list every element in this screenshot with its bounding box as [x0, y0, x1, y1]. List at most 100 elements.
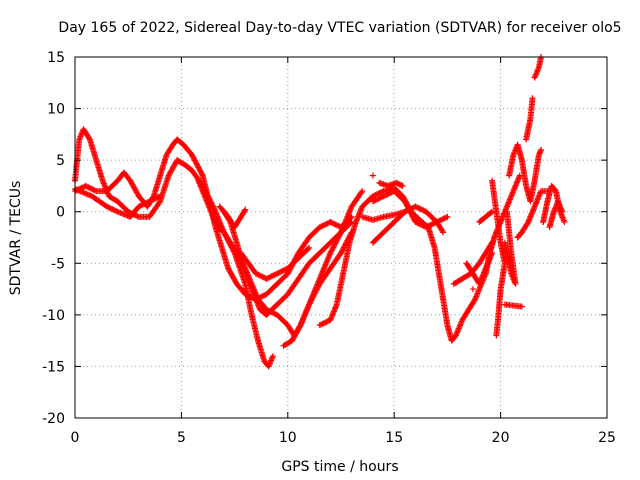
data-point	[320, 222, 327, 229]
chart-marks	[72, 54, 568, 370]
data-point	[377, 189, 384, 196]
data-point	[405, 206, 412, 213]
data-point	[404, 207, 411, 214]
series-arc-13	[369, 203, 447, 246]
data-point	[275, 269, 282, 276]
data-point	[318, 321, 325, 328]
data-point	[419, 222, 426, 229]
data-point	[372, 197, 379, 204]
data-point	[270, 272, 277, 279]
series-arc-3	[72, 186, 164, 220]
y-tick-label: -5	[51, 256, 65, 272]
data-point	[252, 270, 259, 277]
series-arc-23	[546, 198, 566, 231]
data-point	[331, 220, 338, 227]
data-point	[260, 292, 267, 299]
data-point	[373, 196, 380, 203]
data-point	[415, 204, 422, 211]
data-point	[263, 306, 270, 313]
x-axis: 0 5 10 15 20 25	[71, 57, 616, 446]
data-point	[89, 186, 96, 193]
data-point	[135, 203, 142, 210]
data-point	[423, 224, 430, 231]
data-point	[145, 199, 152, 206]
data-point	[259, 273, 266, 280]
data-point	[334, 222, 341, 229]
data-point	[425, 222, 432, 229]
data-point	[529, 95, 536, 102]
data-point	[319, 222, 326, 229]
data-point	[268, 273, 275, 280]
data-point	[143, 199, 150, 206]
data-point	[260, 274, 267, 281]
data-point	[327, 219, 334, 226]
data-point	[137, 202, 144, 209]
data-point	[413, 204, 420, 211]
data-point	[371, 192, 378, 199]
data-point	[413, 219, 420, 226]
data-point	[305, 245, 312, 252]
data-point	[324, 318, 331, 325]
data-point	[385, 190, 392, 197]
data-point	[559, 208, 566, 215]
series-arc-1	[72, 126, 276, 370]
data-point	[398, 182, 405, 189]
data-point	[139, 201, 146, 208]
data-point	[272, 271, 279, 278]
data-point	[242, 291, 249, 298]
data-point	[157, 193, 164, 200]
data-point	[138, 202, 145, 209]
data-point	[369, 198, 376, 205]
data-point	[154, 194, 161, 201]
data-point	[322, 319, 329, 326]
data-point	[372, 191, 379, 198]
data-point	[103, 203, 110, 210]
data-point	[323, 220, 330, 227]
data-point	[256, 272, 263, 279]
data-point	[387, 190, 394, 197]
y-tick-label: 10	[47, 102, 65, 118]
data-point	[322, 221, 329, 228]
data-point	[147, 197, 154, 204]
data-point	[379, 193, 386, 200]
data-point	[155, 193, 162, 200]
data-point	[259, 293, 266, 300]
y-tick-label: 15	[47, 50, 65, 66]
data-point	[429, 220, 436, 227]
data-point	[444, 213, 451, 220]
data-point	[428, 221, 435, 228]
data-point	[440, 229, 447, 236]
data-point	[280, 267, 287, 274]
y-tick-label: -15	[42, 359, 65, 375]
data-point	[417, 206, 424, 213]
y-tick-label: 0	[56, 205, 65, 221]
data-point	[266, 274, 273, 281]
data-point	[412, 219, 419, 226]
data-point	[443, 214, 450, 221]
series-arc-17	[501, 208, 519, 287]
data-point	[316, 322, 323, 329]
data-point	[380, 193, 387, 200]
data-point	[111, 207, 118, 214]
series-arc-18	[506, 141, 545, 205]
data-point	[416, 220, 423, 227]
series-arc-8	[280, 188, 366, 349]
data-point	[246, 293, 253, 300]
data-point	[318, 223, 325, 230]
data-point	[316, 224, 323, 231]
y-tick-label: -10	[42, 308, 65, 324]
data-point	[244, 292, 251, 299]
x-tick-label: 25	[598, 430, 616, 446]
data-point	[328, 219, 335, 226]
data-point	[409, 204, 416, 211]
data-point	[278, 268, 285, 275]
data-point	[437, 217, 444, 224]
data-point	[330, 220, 337, 227]
data-point	[242, 206, 249, 213]
data-point	[279, 268, 286, 275]
data-point	[373, 191, 380, 198]
data-point	[524, 220, 531, 227]
data-point	[359, 188, 366, 195]
data-point	[401, 208, 408, 215]
